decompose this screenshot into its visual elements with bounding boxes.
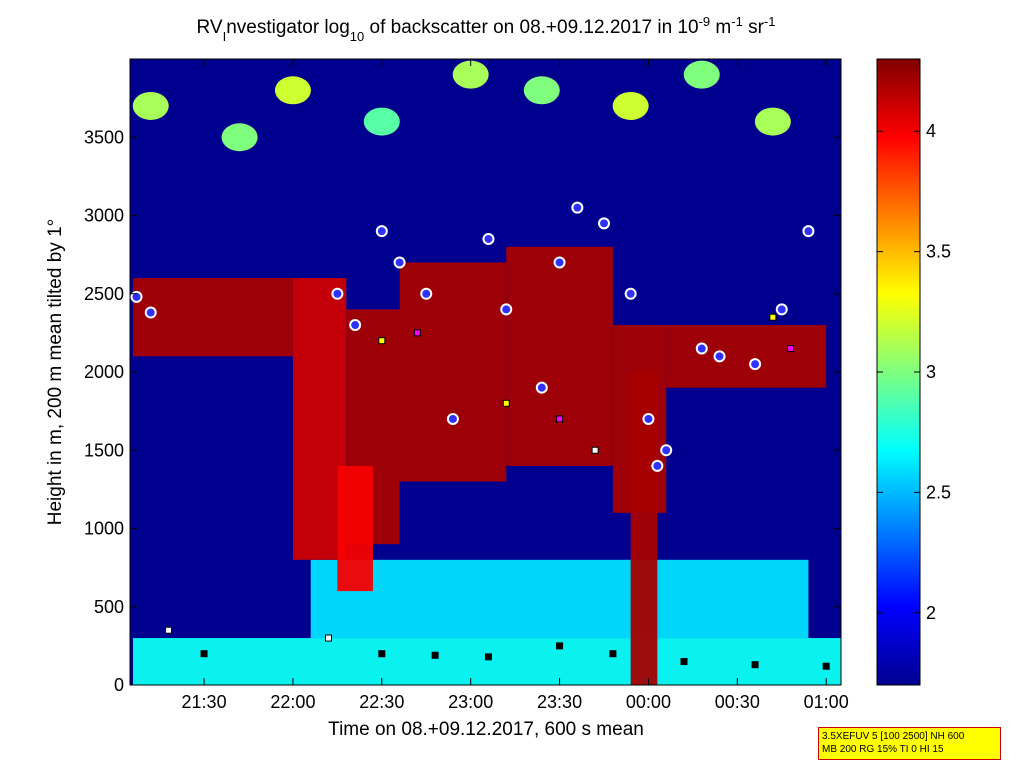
cloud-base-square	[556, 642, 564, 650]
cloud-top-circle	[775, 303, 788, 316]
x-tick-label: 21:30	[182, 692, 227, 712]
x-tick-label: 00:30	[715, 692, 760, 712]
colorbar-tick-label: 2.5	[926, 482, 951, 502]
colorbar-tick-label: 4	[926, 121, 936, 141]
cloud-band	[132, 278, 293, 357]
cloud-top-circle	[393, 256, 406, 269]
cloud-top-circle	[535, 381, 548, 394]
cloud-base-square	[591, 446, 599, 454]
x-tick-label: 00:00	[626, 692, 671, 712]
y-tick-label: 500	[94, 597, 124, 617]
boundary-layer-fills	[132, 559, 841, 685]
cloud-band-fills	[132, 246, 827, 560]
cloud-top-circle	[695, 342, 708, 355]
upper-patch	[274, 76, 311, 105]
upper-patch	[221, 123, 258, 152]
boundary-layer-band	[310, 559, 809, 639]
settings-info-box: 3.5XEFUV 5 [100 2500] NH 600 MB 200 RG 1…	[818, 727, 1001, 760]
cloud-top-circle	[482, 232, 495, 245]
upper-patch	[683, 60, 720, 89]
y-tick-label: 3500	[84, 127, 124, 147]
y-tick-label: 1500	[84, 440, 124, 460]
cloud-base-square	[502, 399, 510, 407]
x-axis-label: Time on 08.+09.12.2017, 600 s mean	[328, 719, 644, 740]
colorbar-tick-label: 3.5	[926, 242, 951, 262]
cloud-top-circle	[420, 287, 433, 300]
cloud-top-circle	[446, 412, 459, 425]
info-line-1: 3.5XEFUV 5 [100 2500] NH 600	[822, 731, 965, 742]
cloud-base-square	[751, 661, 759, 669]
colorbar-ticks: 2 2.5 3 3.5 4	[877, 121, 951, 623]
cloud-top-circle	[713, 350, 726, 363]
y-tick-label: 1000	[84, 519, 124, 539]
cloud-base-square	[484, 653, 492, 661]
colorbar-tick-label: 2	[926, 603, 936, 623]
cloud-base-square	[822, 662, 830, 670]
cloud-top-circle	[500, 303, 513, 316]
cloud-top-markers	[130, 201, 815, 472]
fall-streak	[337, 465, 373, 592]
cloud-top-circle	[598, 217, 610, 230]
x-tick-label: 23:30	[537, 692, 582, 712]
cloud-band	[506, 246, 613, 466]
upper-patch	[132, 91, 169, 120]
y-tick-label: 2000	[84, 362, 124, 382]
cloud-top-circle	[660, 444, 673, 457]
y-axis-label: Height in m, 200 m mean tilted by 1°	[45, 219, 66, 525]
cloud-top-circle	[375, 225, 388, 238]
x-tick-label: 01:00	[804, 692, 849, 712]
boundary-layer-band	[132, 638, 841, 685]
x-tick-label: 22:30	[359, 692, 404, 712]
cloud-base-square	[324, 634, 332, 642]
cloud-base-square	[431, 651, 439, 659]
cloud-base-square	[200, 650, 208, 658]
cloud-base-square	[787, 345, 795, 353]
cloud-top-circle	[571, 201, 584, 214]
colorbar	[876, 58, 921, 686]
cloud-top-circle	[331, 287, 344, 300]
x-tick-label: 22:00	[270, 692, 315, 712]
upper-patch	[363, 107, 400, 136]
chart-title: RVInvestigator log10 of backscatter on 0…	[197, 14, 776, 44]
cloud-base-square	[413, 329, 421, 337]
upper-patch	[452, 60, 489, 89]
cloud-top-circle	[802, 225, 815, 238]
upper-patch-fills	[132, 60, 791, 152]
cloud-base-square	[378, 337, 386, 345]
heatmap-plot-area	[130, 59, 841, 685]
cloud-top-circle	[349, 319, 362, 332]
cloud-top-circle	[642, 412, 655, 425]
y-tick-label: 2500	[84, 284, 124, 304]
cloud-base-square	[609, 650, 617, 658]
cloud-top-circle	[553, 256, 566, 269]
y-tick-label: 0	[114, 675, 124, 695]
colorbar-tick-label: 3	[926, 362, 936, 382]
cloud-top-circle	[624, 287, 637, 300]
fall-streak-fills	[337, 372, 658, 685]
cloud-base-square	[680, 658, 688, 666]
cloud-base-square	[556, 415, 564, 423]
upper-patch	[754, 107, 791, 136]
cloud-top-circle	[651, 459, 664, 472]
upper-patch	[523, 76, 560, 105]
cloud-top-circle	[130, 290, 143, 303]
x-axis-ticks: 21:30 22:00 22:30 23:00 23:30 00:00 00:30 01:00	[182, 59, 849, 712]
cloud-band	[666, 325, 827, 388]
y-tick-label: 3000	[84, 206, 124, 226]
cloud-base-markers	[165, 313, 830, 670]
cloud-top-circle	[749, 358, 762, 371]
cloud-base-square	[769, 313, 777, 321]
info-line-2: MB 200 RG 15% TI 0 HI 15	[822, 744, 944, 755]
upper-patch	[612, 91, 649, 120]
y-axis-ticks: 0 500 1000 1500 2000 2500 3000 3500	[84, 127, 841, 695]
cloud-base-square	[378, 650, 386, 658]
cloud-band	[399, 262, 507, 482]
cloud-base-square	[165, 626, 173, 634]
cloud-top-circle	[144, 306, 157, 319]
x-tick-label: 23:00	[448, 692, 493, 712]
fall-streak	[630, 372, 658, 685]
